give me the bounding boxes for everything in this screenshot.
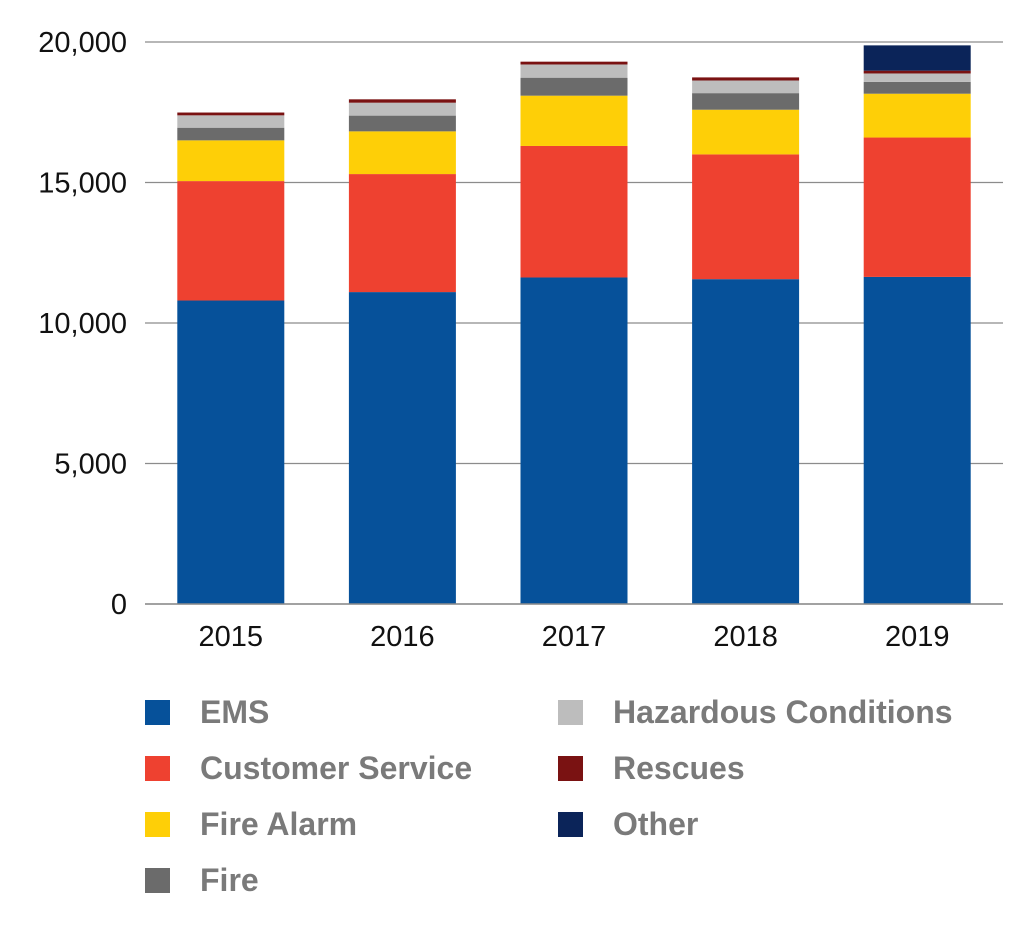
bar-2017-customer-service: [520, 145, 628, 278]
bar-2015-fire: [177, 127, 285, 141]
bar-2015-hazardous-conditions: [177, 115, 285, 128]
bar-2017-fire-alarm: [520, 95, 628, 146]
x-tick-label-2015: 2015: [199, 621, 264, 653]
legend-swatch-hazardous-conditions: [558, 699, 583, 725]
chart-legend: EMS Customer Service Fire Alarm Fire Haz…: [145, 692, 1015, 912]
legend-swatch-rescues: [558, 755, 583, 781]
bar-2015-fire-alarm: [177, 140, 285, 182]
legend-label-other: Other: [613, 805, 699, 842]
x-tick-label-2016: 2016: [370, 621, 435, 653]
y-tick-label-4: 20,000: [38, 27, 127, 59]
bar-2019-rescues: [863, 70, 971, 74]
bar-2015-rescues: [177, 112, 285, 116]
bar-2019-fire-alarm: [863, 93, 971, 138]
legend-swatch-ems: [145, 699, 170, 725]
y-tick-label-3: 15,000: [38, 168, 127, 200]
legend-swatch-fire: [145, 867, 170, 893]
legend-label-ems: EMS: [200, 693, 270, 730]
legend-item-other: Other: [558, 804, 698, 844]
legend-label-rescues: Rescues: [613, 749, 745, 786]
bar-2017-hazardous-conditions: [520, 64, 628, 78]
y-tick-label-1: 5,000: [54, 449, 127, 481]
bar-2016-customer-service: [348, 174, 456, 293]
legend-item-rescues: Rescues: [558, 748, 745, 788]
bar-2018-hazardous-conditions: [692, 80, 800, 94]
legend-item-customer-service: Customer Service: [145, 748, 472, 788]
bar-2018-rescues: [692, 77, 800, 81]
x-tick-label-2018: 2018: [713, 621, 778, 653]
legend-swatch-customer-service: [145, 755, 170, 781]
bar-2018-customer-service: [692, 154, 800, 280]
bar-2015-customer-service: [177, 181, 285, 301]
bar-2019-ems: [863, 276, 971, 604]
x-tick-label-2019: 2019: [885, 621, 950, 653]
bar-2019-fire: [863, 81, 971, 94]
legend-label-customer-service: Customer Service: [200, 749, 473, 786]
bar-2019-customer-service: [863, 137, 971, 277]
x-tick-label-2017: 2017: [542, 621, 607, 653]
legend-swatch-fire-alarm: [145, 811, 170, 837]
legend-label-fire: Fire: [200, 861, 259, 898]
bar-2019-hazardous-conditions: [863, 73, 971, 82]
bar-2016-hazardous-conditions: [348, 102, 456, 116]
bar-2016-ems: [348, 292, 456, 604]
legend-label-hazardous-conditions: Hazardous Conditions: [613, 693, 953, 730]
bar-2019-other: [863, 45, 971, 71]
bar-2018-fire-alarm: [692, 109, 800, 155]
chart-plot: 0 5,000 10,000 15,000 20,000 2015 2016 2017 2018…: [38, 27, 1003, 653]
y-tick-label-0: 0: [111, 589, 127, 621]
legend-item-fire: Fire: [145, 860, 259, 900]
bar-2015-ems: [177, 300, 285, 604]
bar-2017-rescues: [520, 61, 628, 65]
bar-2016-rescues: [348, 99, 456, 103]
bar-2016-fire: [348, 115, 456, 132]
legend-item-hazardous-conditions: Hazardous Conditions: [558, 692, 953, 732]
legend-item-fire-alarm: Fire Alarm: [145, 804, 357, 844]
bar-2017-ems: [520, 277, 628, 604]
legend-item-ems: EMS: [145, 692, 269, 732]
bar-2016-fire-alarm: [348, 131, 456, 175]
bar-2018-fire: [692, 93, 800, 110]
legend-swatch-other: [558, 811, 583, 837]
bar-2018-ems: [692, 279, 800, 604]
y-tick-label-2: 10,000: [38, 308, 127, 340]
legend-label-fire-alarm: Fire Alarm: [200, 805, 358, 842]
bar-2017-fire: [520, 77, 628, 96]
